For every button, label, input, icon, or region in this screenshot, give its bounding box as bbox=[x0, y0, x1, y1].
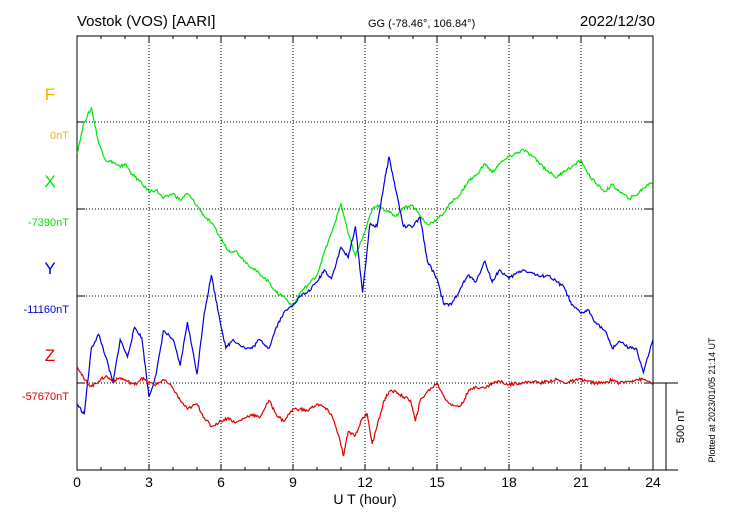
date-label: 2022/12/30 bbox=[580, 13, 655, 30]
series-baseline-x: -7390nT bbox=[28, 217, 69, 229]
series-baseline-y: -11160nT bbox=[24, 304, 70, 316]
x-tick-label: 3 bbox=[145, 474, 153, 490]
series-label-y: Y bbox=[44, 259, 55, 278]
series-baseline-f: 0nT bbox=[50, 130, 69, 142]
x-axis-label: U T (hour) bbox=[333, 491, 396, 507]
series-line-x bbox=[76, 106, 654, 308]
series-label-x: X bbox=[44, 172, 55, 191]
series-line-z bbox=[76, 365, 654, 457]
series-layer bbox=[76, 106, 654, 457]
coordinates-label: GG (-78.46°, 106.84°) bbox=[368, 18, 475, 30]
x-tick-label: 18 bbox=[501, 474, 517, 490]
series-label-z: Z bbox=[45, 346, 55, 365]
x-tick-label: 15 bbox=[429, 474, 445, 490]
grid bbox=[77, 36, 653, 470]
x-tick-label: 24 bbox=[645, 474, 661, 490]
series-label-f: F bbox=[45, 85, 55, 104]
x-tick-label: 21 bbox=[573, 474, 589, 490]
x-axis-ticks: 0 3 6 9 12 15 18 21 24 bbox=[73, 36, 661, 490]
x-tick-label: 0 bbox=[73, 474, 81, 490]
x-tick-label: 6 bbox=[217, 474, 225, 490]
scale-bar-label: 500 nT bbox=[675, 409, 687, 444]
station-title: Vostok (VOS) [AARI] bbox=[77, 13, 215, 30]
series-labels: F 0nT X -7390nT Y -11160nT Z -57670nT bbox=[22, 85, 69, 403]
x-tick-label: 9 bbox=[289, 474, 297, 490]
series-line-y bbox=[76, 156, 654, 415]
series-baseline-z: -57670nT bbox=[22, 391, 69, 403]
plotted-at-note: Plotted at 2023/01/05 21:14 UT bbox=[707, 337, 717, 463]
x-tick-label: 12 bbox=[357, 474, 373, 490]
scale-bar: 500 nT bbox=[653, 382, 687, 471]
